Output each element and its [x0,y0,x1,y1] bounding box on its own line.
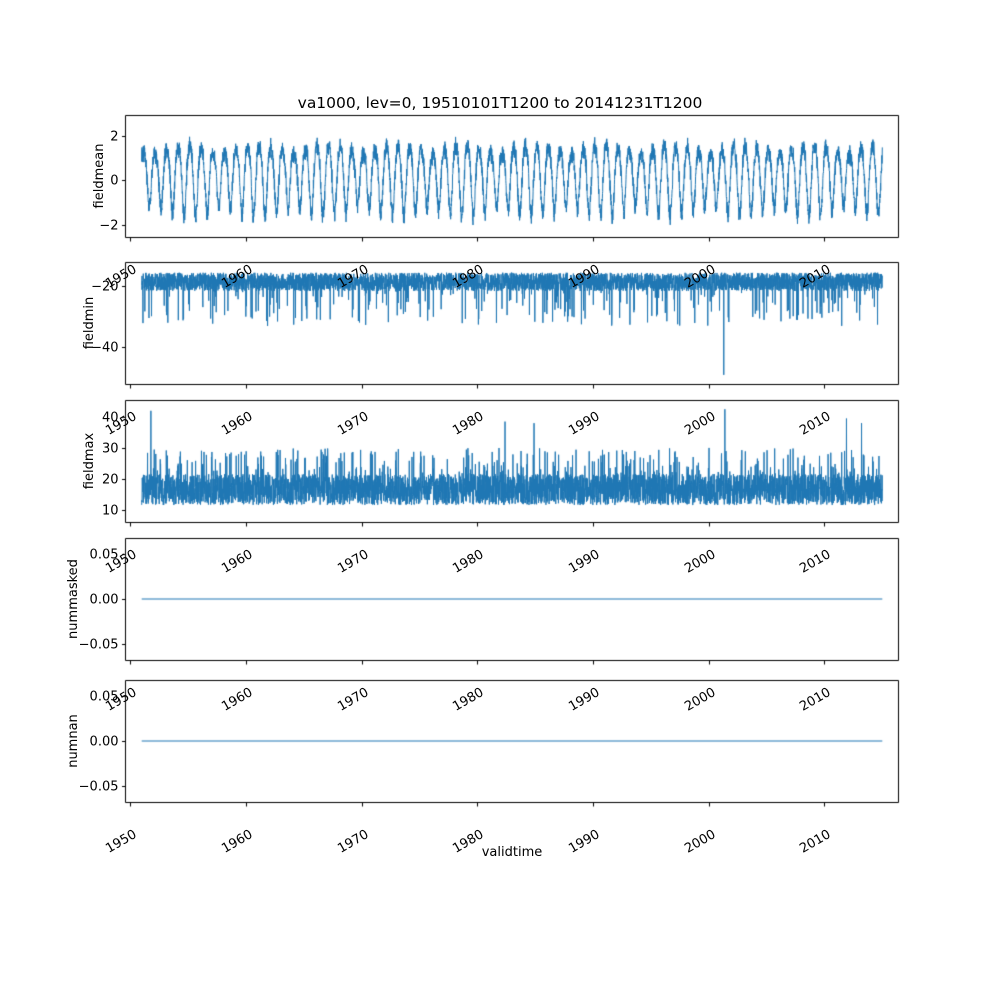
matplotlib-figure: va1000, lev=0, 19510101T1200 to 20141231… [0,0,1000,1000]
chart-canvas [0,0,1000,1000]
